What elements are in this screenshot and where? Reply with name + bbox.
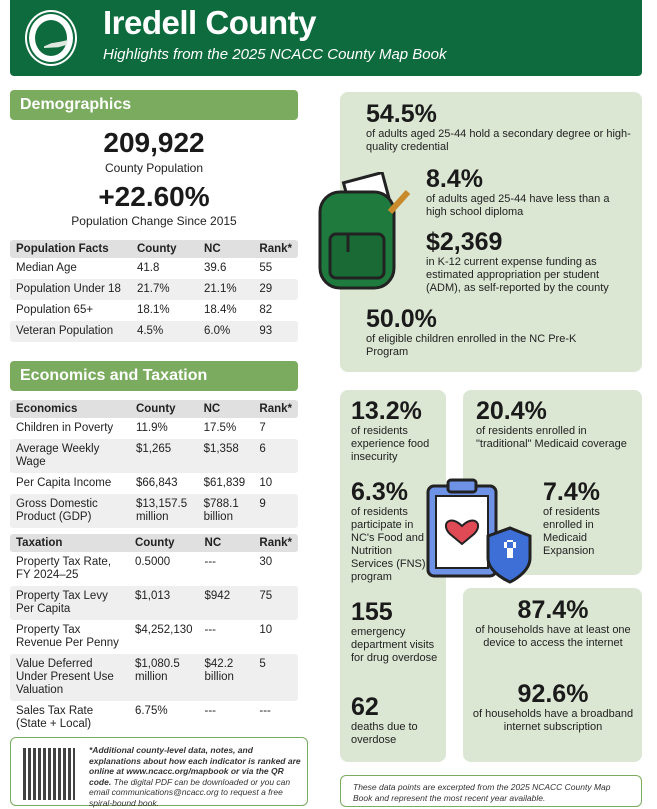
stat-fns: 6.3% of residents participate in NC's Foo… (351, 478, 426, 583)
qr-code[interactable] (23, 748, 75, 800)
table-row: Median Age 41.8 39.6 55 (16, 262, 273, 274)
section-economics-taxation: Economics and Taxation (10, 361, 298, 391)
table-row: Sales Tax Rate (State + Local) 6.75% --- --… (16, 705, 271, 730)
stat-overdose-deaths: 62 deaths due to overdose (351, 693, 418, 746)
health-panel-left (340, 390, 446, 762)
stat-broadband: 92.6% of households have a broadband inte… (472, 680, 634, 733)
table-row: Children in Poverty 11.9% 17.5% 7 (16, 422, 266, 434)
table-row: Veteran Population 4.5% 6.0% 93 (10, 321, 298, 342)
page-subtitle: Highlights from the 2025 NCACC County Ma… (103, 46, 447, 63)
ncacc-seal-logo (27, 12, 75, 64)
section-demographics: Demographics (10, 90, 298, 120)
economics-table: Economics County NC Rank* Children in Pover… (10, 400, 298, 528)
table-row: Per Capita Income $66,843 $61,839 10 (16, 477, 273, 489)
table-row: Property Tax Revenue Per Penny $4,252,130… (16, 624, 273, 649)
stat-medicaid-expansion: 7.4% of residents enrolled in Medicaid Ex… (543, 478, 600, 557)
taxation-table: Taxation County NC Rank* Property Tax Rate,… (10, 534, 298, 735)
internet-panel (463, 588, 642, 762)
table-row: Gross Domestic Product (GDP) $13,157.5 mi… (10, 494, 298, 528)
qr-note-box: *Additional county-level data, notes, an… (10, 737, 308, 808)
stat-pre-k: 50.0% of eligible children enrolled in th… (366, 305, 577, 358)
stat-medicaid: 20.4% of residents enrolled in "tradition… (476, 397, 627, 450)
page-title: Iredell County (103, 4, 317, 41)
source-note: These data points are excerpted from the… (340, 775, 642, 807)
table-row: Property Tax Rate, FY 2024–25 0.5000 --- 30 (16, 556, 273, 581)
population-change-label: Population Change Since 2015 (71, 214, 237, 228)
stat-internet-device: 87.4% of households have at least one dev… (475, 596, 631, 649)
clipboard-health-icon (426, 478, 532, 584)
header-banner: Iredell County Highlights from the 2025 … (10, 0, 642, 76)
stat-secondary-degree: 54.5% of adults aged 25-44 hold a seconda… (366, 100, 631, 153)
table-row: Property Tax Levy Per Capita $1,013 $942 75 (10, 586, 298, 620)
population-change-value: +22.60% (98, 181, 210, 212)
qr-note-bold: *Additional county-level data, notes, an… (89, 745, 301, 787)
qr-note-text: The digital PDF can be downloaded or you… (89, 776, 291, 808)
stat-ed-visits: 155 emergency department visits for drug … (351, 598, 438, 664)
stat-k12-funding: $2,369 in K-12 current expense funding as… (426, 228, 609, 294)
population-facts-table: Population Facts County NC Rank* Median Age… (10, 240, 298, 342)
table-row: Value Deferred Under Present Use Valuati… (10, 654, 298, 701)
stat-food-insecurity: 13.2% of residents experience food insecu… (351, 397, 430, 463)
population-value: 209,922 (103, 127, 205, 158)
backpack-icon (318, 172, 411, 290)
table-row: Population Under 18 21.7% 21.1% 29 (10, 279, 298, 300)
table-row: Average Weekly Wage $1,265 $1,358 6 (10, 439, 298, 473)
table-row: Population 65+ 18.1% 18.4% 82 (16, 304, 273, 316)
stat-no-diploma: 8.4% of adults aged 25-44 have less than … (426, 165, 610, 218)
population-label: County Population (104, 161, 204, 175)
